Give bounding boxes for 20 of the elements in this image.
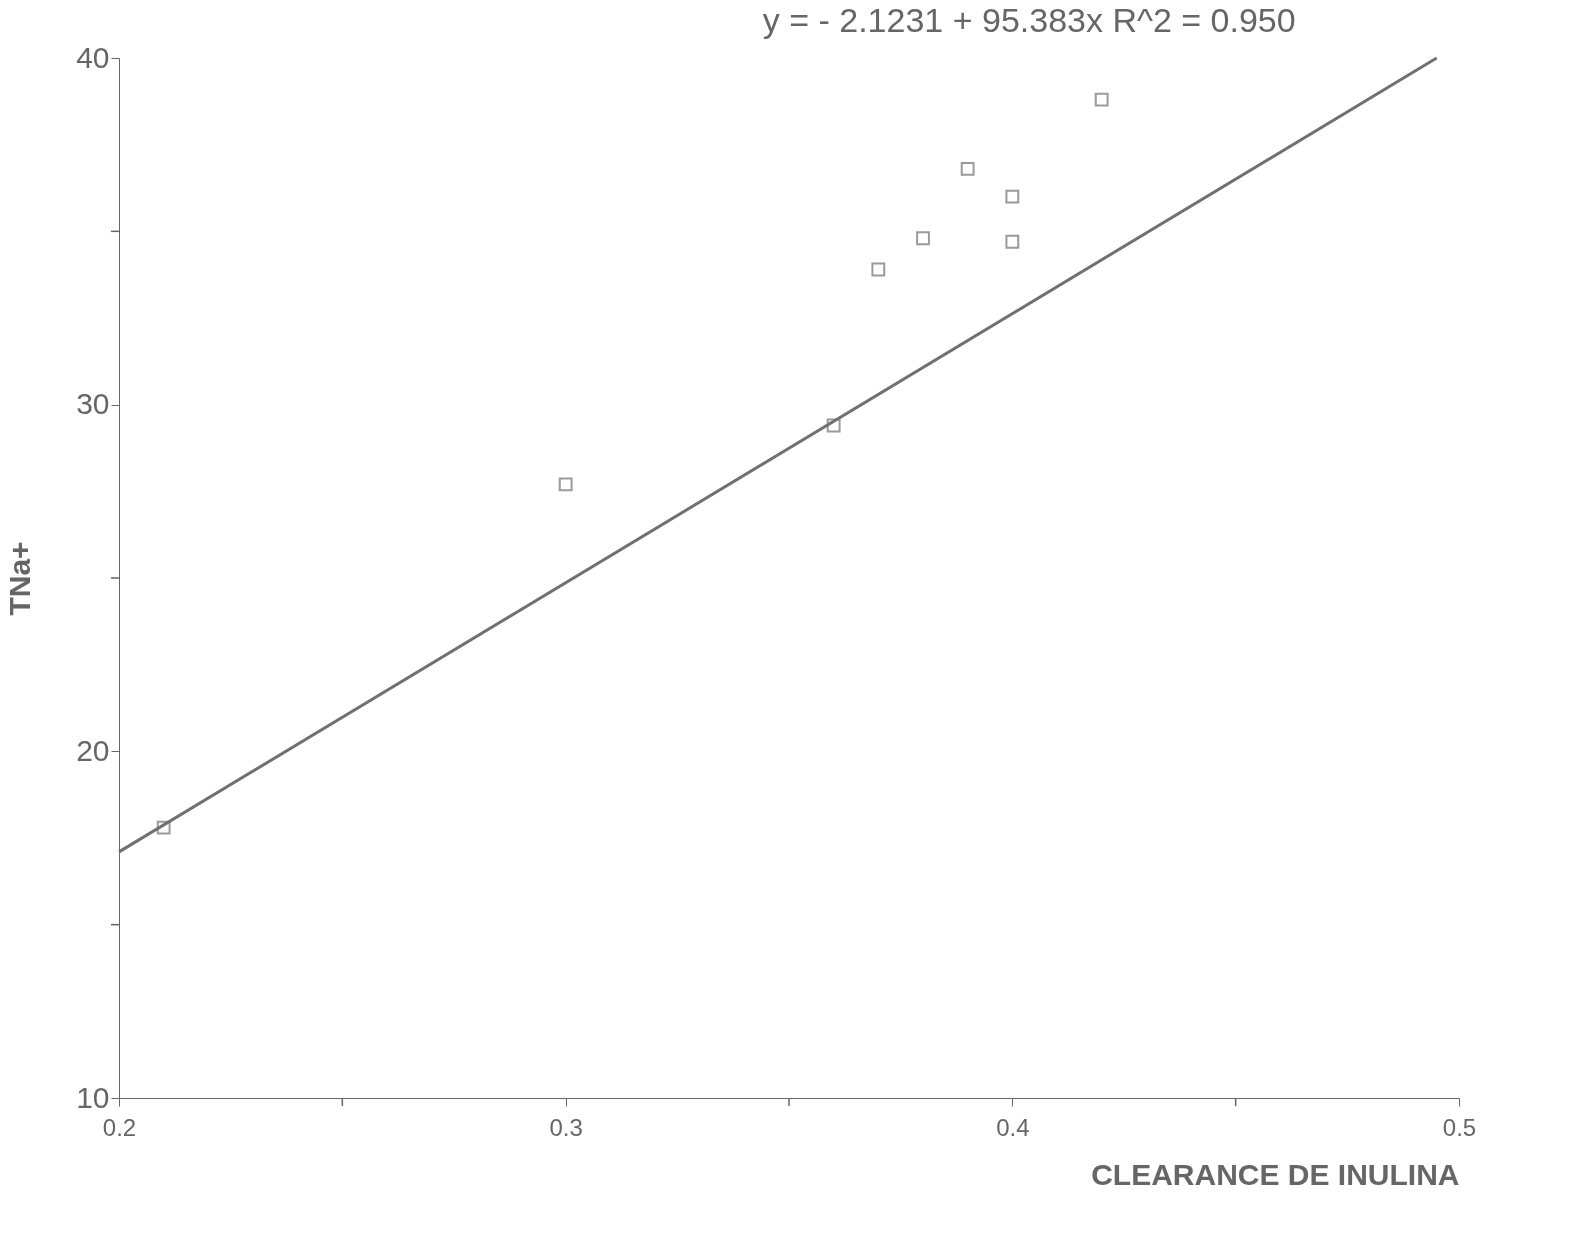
y-tick-label: 20: [76, 733, 110, 767]
chart-title: y = - 2.1231 + 95.383x R^2 = 0.950: [762, 1, 1296, 39]
x-axis-title: CLEARANCE DE INULINA: [1091, 1157, 1460, 1191]
point: [558, 477, 573, 492]
y-tick-label: 40: [76, 40, 110, 74]
x-tick-label: 0.5: [1442, 1113, 1477, 1141]
point: [1005, 189, 1020, 204]
point: [826, 418, 841, 433]
point: [916, 231, 930, 246]
point: [1005, 234, 1020, 249]
point: [960, 162, 975, 176]
point: [1094, 92, 1109, 107]
x-tick-label: 0.3: [549, 1113, 583, 1141]
point: [156, 820, 171, 835]
x-tick-label: 0.2: [102, 1113, 137, 1141]
y-axis-title: TNa+: [3, 541, 37, 616]
point: [871, 262, 886, 277]
x-tick-label: 0.4: [996, 1113, 1030, 1141]
y-tick-label: 30: [76, 387, 110, 421]
y-tick-label: 10: [76, 1080, 110, 1114]
